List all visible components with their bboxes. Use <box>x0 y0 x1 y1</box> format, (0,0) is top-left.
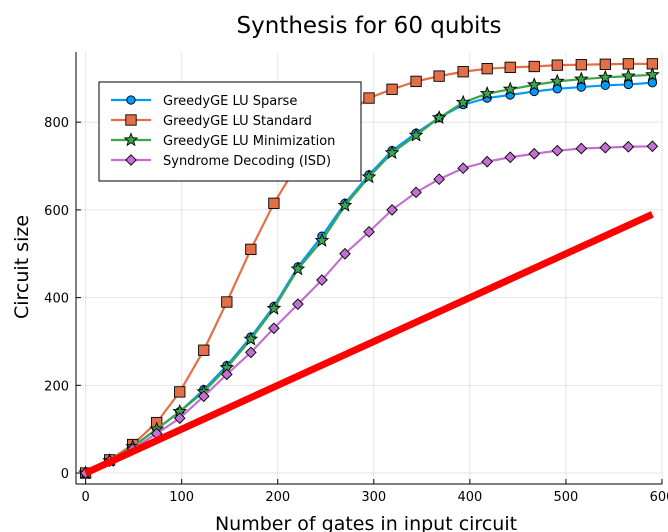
legend-label: Syndrome Decoding (ISD) <box>163 154 331 169</box>
data-point <box>199 345 209 355</box>
x-axis-label: Number of gates in input circuit <box>215 513 517 532</box>
data-point <box>647 141 657 151</box>
data-point <box>623 142 633 152</box>
x-tick-label: 400 <box>457 490 482 505</box>
y-tick-label: 800 <box>44 116 69 131</box>
data-point <box>458 163 468 173</box>
y-axis-label: Circuit size <box>11 215 33 319</box>
data-point <box>600 142 610 152</box>
data-point <box>505 62 515 72</box>
legend-marker <box>127 96 135 104</box>
data-point <box>458 67 468 77</box>
data-point <box>364 93 374 103</box>
x-tick-label: 100 <box>169 490 194 505</box>
data-point <box>482 156 492 166</box>
data-point <box>505 152 515 162</box>
x-tick-label: 500 <box>554 490 579 505</box>
data-point <box>246 244 256 254</box>
y-tick-label: 600 <box>44 204 69 219</box>
data-point <box>552 60 562 70</box>
data-point <box>552 145 562 155</box>
data-point <box>622 70 634 82</box>
data-point <box>434 174 444 184</box>
data-point <box>600 59 610 69</box>
legend-label: GreedyGE LU Sparse <box>163 94 297 109</box>
x-tick-label: 600 <box>650 490 668 505</box>
x-tick-label: 0 <box>81 490 89 505</box>
x-tick-label: 300 <box>361 490 386 505</box>
reference-line <box>86 214 653 473</box>
series-reference-line <box>86 214 653 473</box>
series-syndrome-decoding-isd- <box>80 141 657 478</box>
chart-title: Synthesis for 60 qubits <box>237 13 502 39</box>
legend-label: GreedyGE LU Minimization <box>163 134 335 149</box>
data-point <box>411 76 421 86</box>
legend-marker <box>126 115 136 125</box>
series-line <box>86 146 653 473</box>
legend-label: GreedyGE LU Standard <box>163 114 312 129</box>
data-point <box>175 387 185 397</box>
data-point <box>482 63 492 73</box>
data-point <box>529 149 539 159</box>
y-tick-label: 200 <box>44 379 69 394</box>
data-point <box>529 61 539 71</box>
data-point <box>222 297 232 307</box>
data-point <box>623 59 633 69</box>
data-point <box>434 71 444 81</box>
y-tick-label: 0 <box>61 467 69 482</box>
data-point <box>269 198 279 208</box>
x-tick-label: 200 <box>265 490 290 505</box>
data-point <box>576 60 586 70</box>
data-point <box>576 143 586 153</box>
legend: GreedyGE LU Sparse GreedyGE LU Standard Gr… <box>99 82 361 181</box>
data-point <box>624 80 632 88</box>
data-point <box>387 84 397 94</box>
y-tick-label: 400 <box>44 292 69 307</box>
